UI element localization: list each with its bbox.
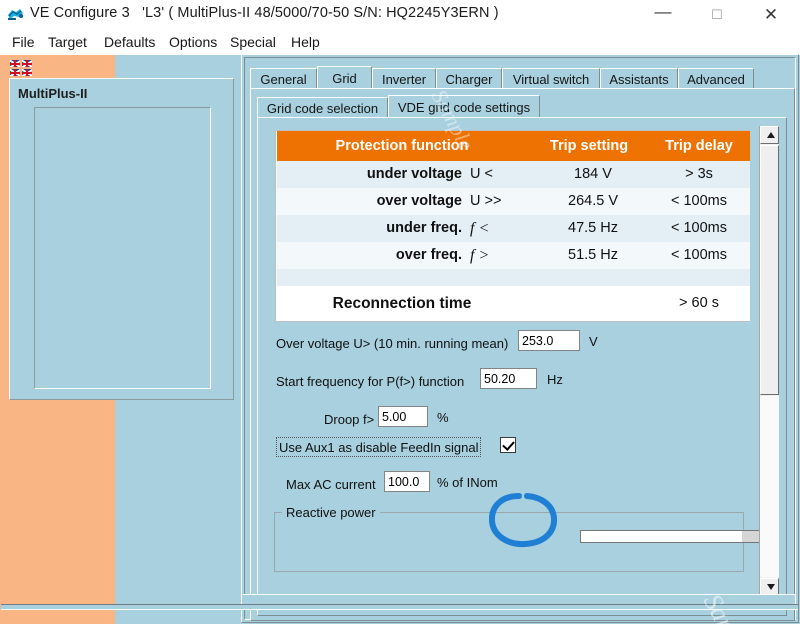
grid-tab-page: Grid code selection VDE grid code settin… bbox=[250, 88, 795, 621]
vde-settings-page: Protection function Trip setting Trip de… bbox=[257, 117, 787, 616]
vertical-scrollbar[interactable] bbox=[759, 126, 779, 596]
sidebar-orange-bottom bbox=[0, 428, 115, 624]
menu-item-target[interactable]: Target bbox=[48, 34, 87, 50]
cell-trip-delay: < 100ms bbox=[670, 193, 728, 209]
column-header-trip-setting: Trip setting bbox=[549, 138, 629, 154]
tab-virtual-switch[interactable]: Virtual switch bbox=[502, 68, 600, 89]
minimize-icon: — bbox=[654, 2, 672, 21]
scroll-region: Protection function Trip setting Trip de… bbox=[262, 122, 782, 596]
tab-grid-code-selection[interactable]: Grid code selection bbox=[257, 97, 388, 118]
device-panel-inner: MultiPlus-II bbox=[10, 79, 231, 397]
menu-item-special[interactable]: Special bbox=[230, 34, 276, 50]
max-ac-current-label: Max AC current bbox=[286, 477, 376, 492]
reactive-power-field[interactable] bbox=[580, 530, 762, 543]
table-row: over freq. f > 51.5 Hz < 100ms bbox=[277, 242, 750, 269]
window-title: VE Configure 3 'L3' ( MultiPlus-II 48/50… bbox=[30, 5, 499, 21]
menu-bar: File Target Defaults Options Special Hel… bbox=[0, 30, 800, 55]
table-row: under voltage U < 184 V > 3s bbox=[277, 161, 750, 188]
cell-trip-setting: 184 V bbox=[574, 166, 612, 182]
column-header-function: Protection function bbox=[335, 138, 469, 154]
settings-content: Protection function Trip setting Trip de… bbox=[262, 122, 762, 592]
table-spacer-row bbox=[277, 269, 750, 291]
reactive-power-label: Reactive power bbox=[282, 505, 380, 520]
table-row: over voltage U >> 264.5 V < 100ms bbox=[277, 188, 750, 215]
menu-item-help[interactable]: Help bbox=[291, 34, 320, 50]
cell-reconnection-label: Reconnection time bbox=[332, 295, 472, 312]
title-bar: VE Configure 3 'L3' ( MultiPlus-II 48/50… bbox=[0, 0, 800, 30]
cell-trip-delay: < 100ms bbox=[670, 247, 728, 263]
over-voltage-input[interactable] bbox=[518, 330, 580, 351]
reactive-power-field-thumb bbox=[742, 531, 762, 542]
ve-configure-icon bbox=[7, 7, 24, 23]
droop-input[interactable] bbox=[378, 406, 428, 427]
bottom-divider bbox=[1, 604, 798, 610]
scroll-down-arrow-icon[interactable] bbox=[760, 578, 779, 596]
app-body: Victron Energy MultiPlus-II General Grid… bbox=[0, 54, 800, 624]
cell-function: over voltage bbox=[376, 193, 462, 209]
document-title: 'L3' ( MultiPlus-II 48/5000/70-50 S/N: H… bbox=[142, 5, 499, 21]
tab-vde-grid-code-settings[interactable]: VDE grid code settings bbox=[388, 95, 540, 119]
start-frequency-label: Start frequency for P(f>) function bbox=[276, 374, 465, 389]
aux1-checkbox[interactable] bbox=[500, 437, 516, 453]
tab-general[interactable]: General bbox=[250, 68, 317, 89]
maximize-icon: ☐ bbox=[711, 7, 723, 22]
uk-flag-icon[interactable] bbox=[10, 60, 32, 77]
scroll-up-arrow-icon[interactable] bbox=[760, 126, 779, 144]
cell-trip-delay: < 100ms bbox=[670, 220, 728, 236]
vertical-scrollbar-thumb[interactable] bbox=[760, 145, 779, 395]
cell-symbol: f > bbox=[470, 247, 490, 264]
max-ac-current-unit: % of INom bbox=[437, 475, 498, 490]
device-list[interactable] bbox=[34, 107, 211, 389]
protection-table: Protection function Trip setting Trip de… bbox=[275, 130, 750, 322]
menu-item-file[interactable]: File bbox=[12, 34, 35, 50]
settings-inner-frame: General Grid Inverter Charger Virtual sw… bbox=[244, 57, 796, 621]
cell-trip-delay: > 3s bbox=[685, 166, 713, 182]
tab-advanced[interactable]: Advanced bbox=[678, 68, 754, 89]
maximize-button[interactable]: ☐ bbox=[694, 0, 740, 30]
aux1-checkbox-label-box[interactable]: Use Aux1 as disable FeedIn signal bbox=[276, 437, 481, 457]
secondary-tab-bar: Grid code selection VDE grid code settin… bbox=[257, 95, 787, 119]
over-voltage-label: Over voltage U> (10 min. running mean) bbox=[276, 336, 509, 351]
tab-grid[interactable]: Grid bbox=[317, 66, 372, 90]
device-label: MultiPlus-II bbox=[18, 86, 88, 101]
menu-item-defaults[interactable]: Defaults bbox=[104, 34, 156, 50]
cell-symbol: f < bbox=[470, 220, 490, 237]
cell-function: under voltage bbox=[366, 166, 462, 182]
max-ac-current-input[interactable] bbox=[384, 471, 430, 492]
cell-function: under freq. bbox=[386, 220, 462, 236]
cell-function: over freq. bbox=[395, 247, 462, 263]
table-row: under freq. f < 47.5 Hz < 100ms bbox=[277, 215, 750, 242]
settings-outer-frame: General Grid Inverter Charger Virtual sw… bbox=[241, 54, 799, 623]
column-header-trip-delay: Trip delay bbox=[665, 138, 733, 154]
droop-unit: % bbox=[437, 410, 449, 425]
cell-trip-setting: 264.5 V bbox=[568, 193, 618, 209]
cell-trip-setting: 51.5 Hz bbox=[568, 247, 618, 263]
start-frequency-unit: Hz bbox=[547, 372, 563, 387]
tab-inverter[interactable]: Inverter bbox=[372, 68, 436, 89]
primary-tab-bar: General Grid Inverter Charger Virtual sw… bbox=[250, 66, 795, 90]
status-strip bbox=[243, 594, 795, 605]
close-icon: ✕ bbox=[763, 5, 779, 24]
close-button[interactable]: ✕ bbox=[748, 0, 794, 30]
cell-symbol: U >> bbox=[470, 193, 502, 209]
reconnection-row: Reconnection time > 60 s bbox=[277, 286, 750, 321]
aux1-checkbox-label: Use Aux1 as disable FeedIn signal bbox=[279, 440, 479, 455]
cell-symbol: U < bbox=[470, 166, 493, 182]
minimize-button[interactable]: — bbox=[640, 0, 686, 30]
table-header-row: Protection function Trip setting Trip de… bbox=[277, 131, 750, 161]
tab-charger[interactable]: Charger bbox=[436, 68, 502, 89]
droop-label: Droop f> bbox=[324, 412, 375, 427]
menu-item-options[interactable]: Options bbox=[169, 34, 218, 50]
tab-assistants[interactable]: Assistants bbox=[600, 68, 678, 89]
cell-trip-setting: 47.5 Hz bbox=[568, 220, 618, 236]
over-voltage-unit: V bbox=[589, 334, 598, 349]
start-frequency-input[interactable] bbox=[480, 368, 537, 389]
cell-reconnection-delay: > 60 s bbox=[679, 295, 719, 311]
device-panel: MultiPlus-II bbox=[9, 78, 234, 400]
vertical-scrollbar-track[interactable] bbox=[760, 396, 779, 577]
app-title: VE Configure 3 bbox=[30, 5, 130, 21]
